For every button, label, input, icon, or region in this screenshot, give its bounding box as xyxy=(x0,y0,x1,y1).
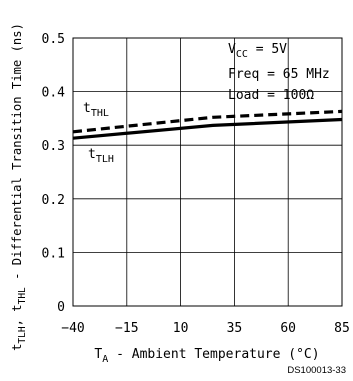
labels: tTHL tTLH VCC = 5V Freq = 65 MHz Load = 100Ω… xyxy=(10,23,346,376)
x-axis-title: TA - Ambient Temperature (°C) xyxy=(94,347,319,365)
x-tick-label: 85 xyxy=(334,321,350,336)
x-tick-label: 10 xyxy=(173,321,189,336)
grid xyxy=(73,38,342,306)
y-tick-labels: 0 0.1 0.2 0.3 0.4 0.5 xyxy=(42,32,66,315)
y-tick-label: 0.2 xyxy=(42,193,65,208)
x-tick-label: −15 xyxy=(115,321,138,336)
condition-text: Freq = 65 MHz xyxy=(228,67,330,82)
plot-border xyxy=(72,37,343,307)
figure-footnote: DS100013-33 xyxy=(287,365,346,376)
y-tick-label: 0.1 xyxy=(42,246,65,261)
plot-frame xyxy=(72,37,343,307)
y-tick-label: 0.5 xyxy=(42,32,65,47)
series-group xyxy=(72,109,343,140)
y-axis-title: tTLH, tTHL - Differential Transition Tim… xyxy=(10,23,28,351)
x-tick-label: 60 xyxy=(280,321,296,336)
condition-text: VCC = 5V xyxy=(228,42,287,60)
series-line-thl xyxy=(72,109,343,134)
series-label-thl: tTHL xyxy=(83,101,109,119)
y-tick-label: 0.3 xyxy=(42,139,65,154)
x-tick-label: 35 xyxy=(227,321,243,336)
y-tick-label: 0 xyxy=(57,300,65,315)
y-tick-label: 0.4 xyxy=(42,86,66,101)
x-tick-label: −40 xyxy=(61,321,84,336)
condition-text: Load = 100Ω xyxy=(228,88,314,103)
x-tick-labels: −40 −15 10 35 60 85 xyxy=(61,321,350,336)
series-label-tlh: tTLH xyxy=(88,147,114,165)
series-line-tlh xyxy=(72,117,343,140)
